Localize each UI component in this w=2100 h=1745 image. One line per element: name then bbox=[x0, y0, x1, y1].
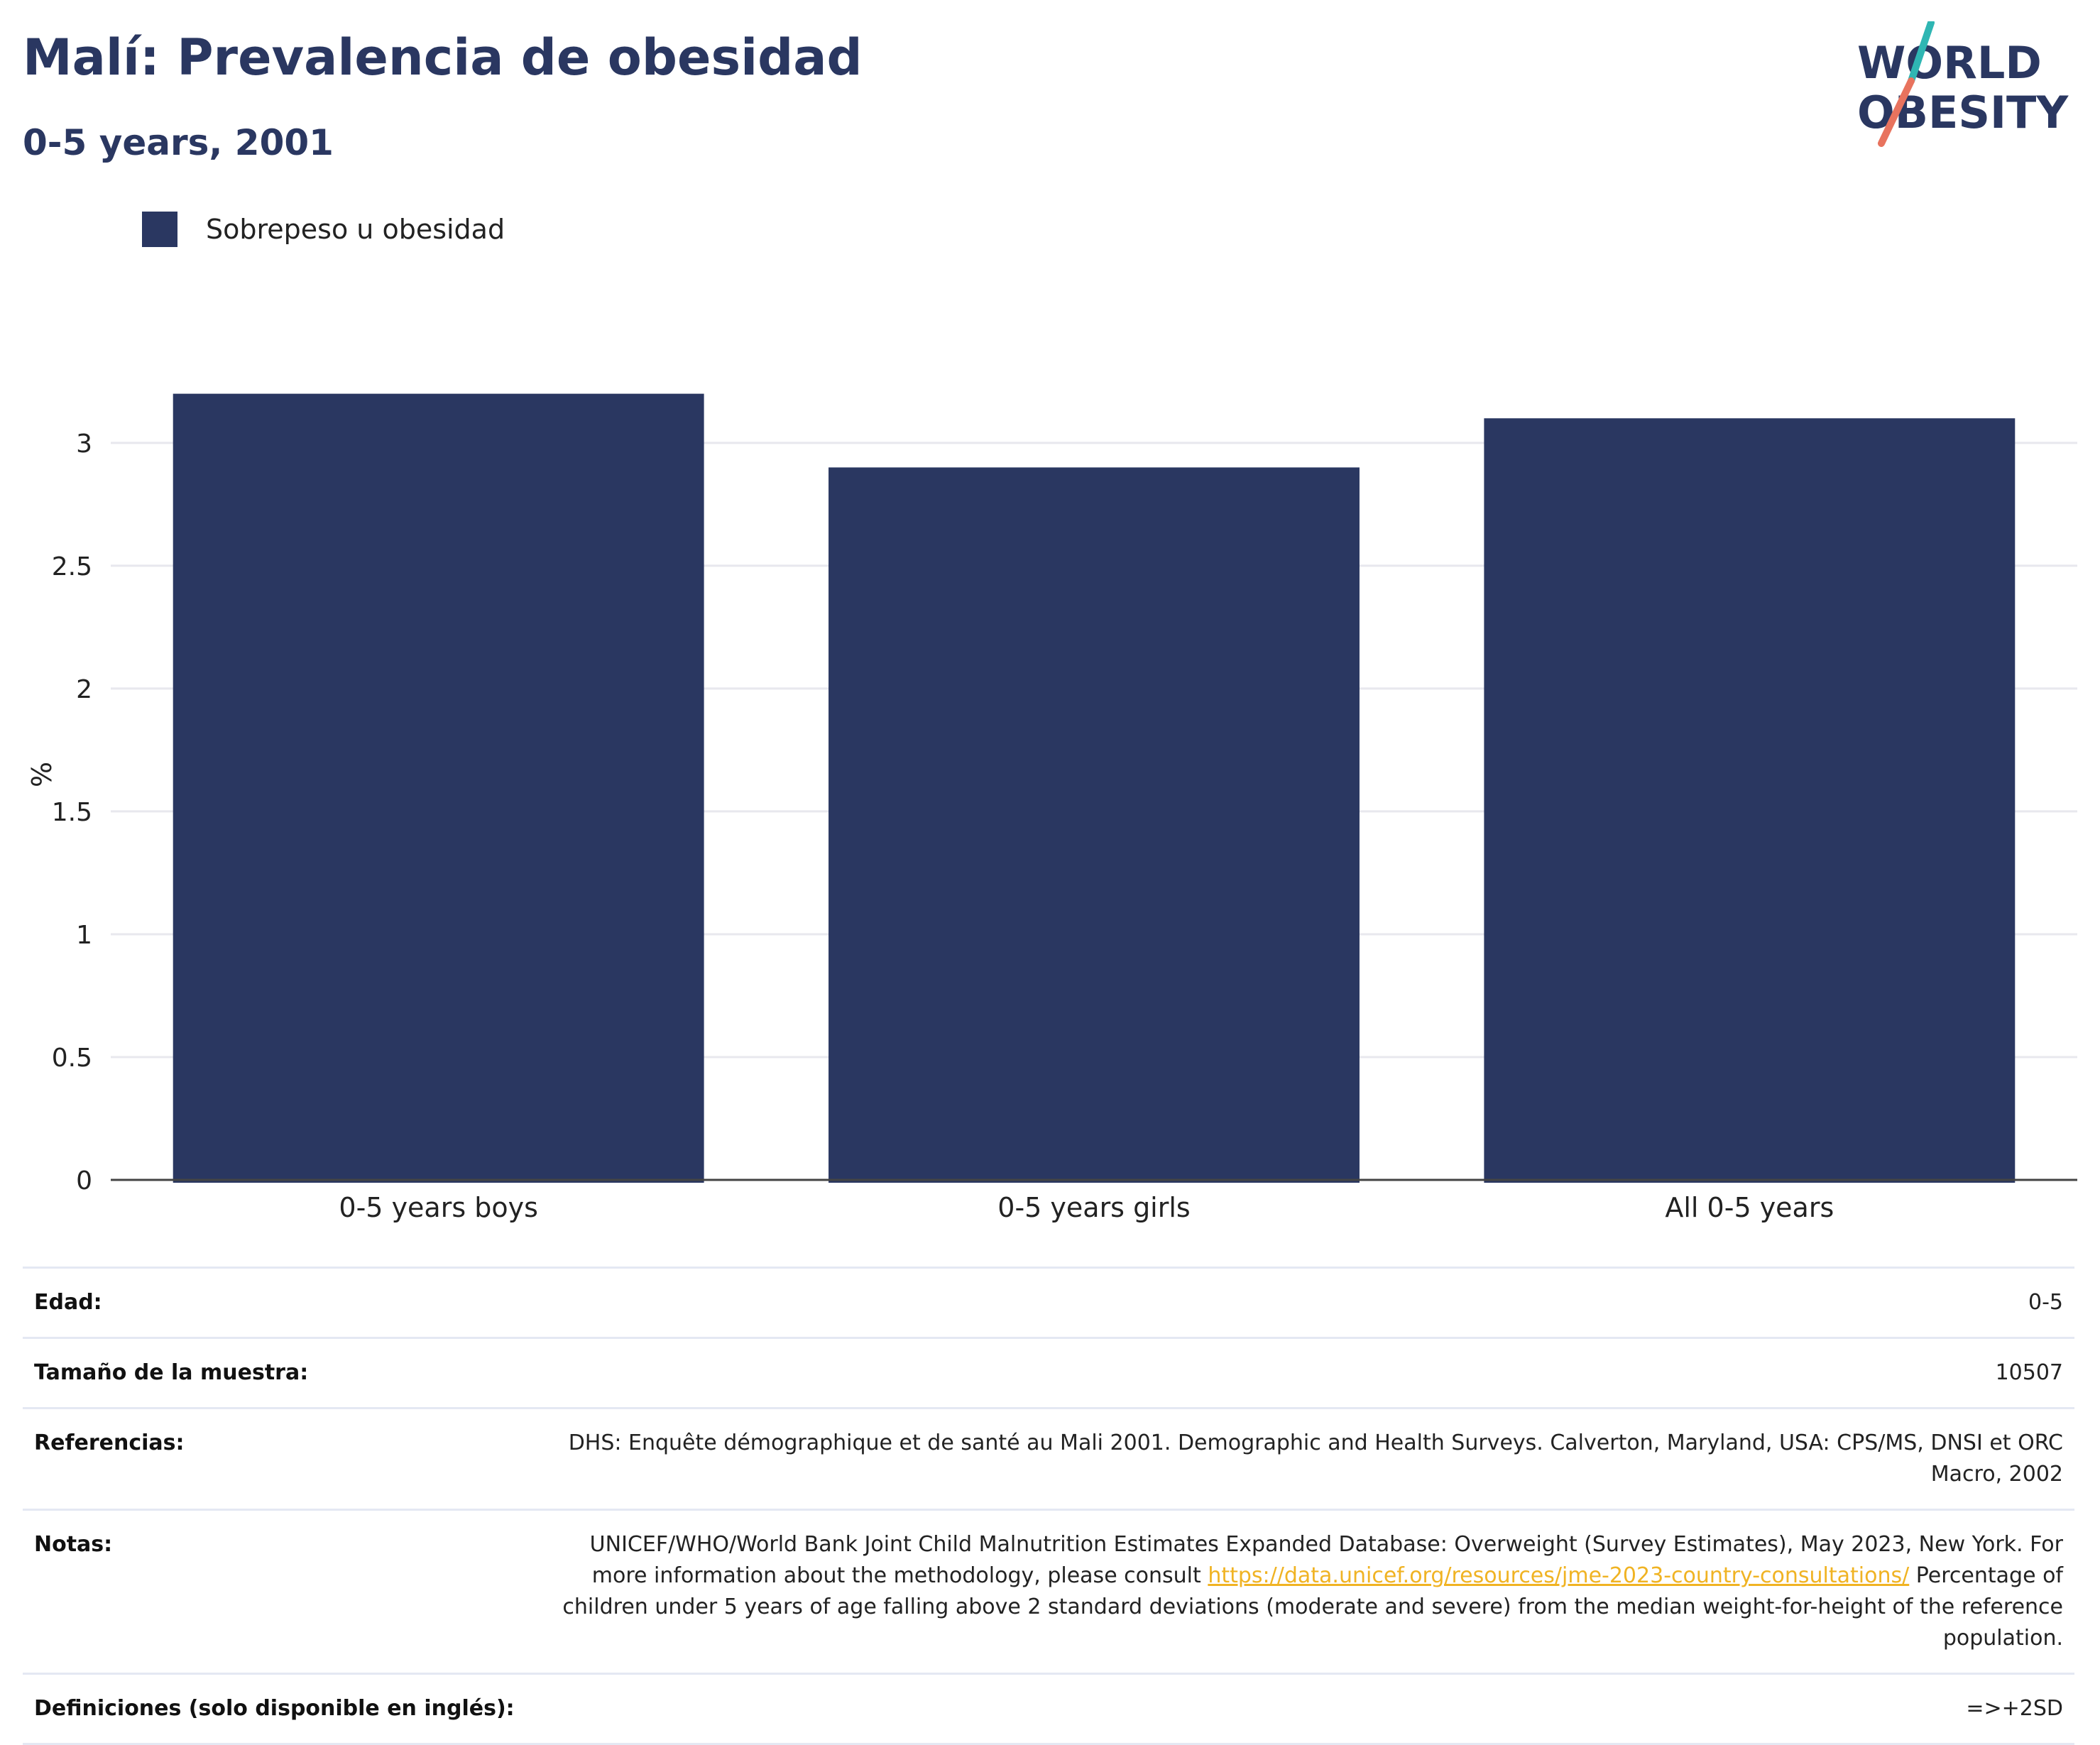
y-tick-label: 2.5 bbox=[52, 552, 92, 581]
info-row-references: Referencias: DHS: Enquête démographique … bbox=[23, 1407, 2074, 1509]
bar-chart: 0 0.5 1 1.5 2 2.5 3% 0-5 years boys 0-5 years gi… bbox=[26, 393, 2077, 1223]
info-row-age: Edad: 0-5 bbox=[23, 1267, 2074, 1337]
info-row-notes: Notas: UNICEF/WHO/World Bank Joint Child… bbox=[23, 1509, 2074, 1673]
legend-swatch bbox=[142, 212, 177, 247]
references-value: DHS: Enquête démographique et de santé a… bbox=[568, 1431, 2063, 1487]
x-tick-label: 0-5 years girls bbox=[997, 1192, 1190, 1223]
logo-slash-teal bbox=[1908, 21, 1935, 84]
y-axis-label: % bbox=[26, 762, 58, 787]
info-row-sample: Tamaño de la muestra: 10507 bbox=[23, 1337, 2074, 1407]
notes-value: UNICEF/WHO/World Bank Joint Child Malnut… bbox=[537, 1529, 2063, 1654]
notes-text-after: Percentage of children under 5 years of … bbox=[562, 1563, 2063, 1651]
bar bbox=[1484, 418, 2016, 1183]
y-tick-label: 1 bbox=[76, 921, 92, 950]
x-tick-label: All 0-5 years bbox=[1665, 1192, 1834, 1223]
y-tick-label: 1.5 bbox=[52, 798, 92, 827]
page-subtitle: 0-5 years, 2001 bbox=[23, 122, 334, 163]
notes-label: Notas: bbox=[34, 1532, 113, 1557]
notes-text-before: UNICEF/WHO/World Bank Joint Child Malnut… bbox=[589, 1532, 2063, 1588]
page-title: Malí: Prevalencia de obesidad bbox=[23, 28, 863, 87]
definitions-label: Definiciones (solo disponible en inglés)… bbox=[34, 1696, 515, 1721]
y-tick-label: 2 bbox=[76, 675, 92, 704]
chart-legend[interactable]: Sobrepeso u obesidad bbox=[142, 212, 505, 247]
age-label: Edad: bbox=[34, 1290, 102, 1315]
info-row-definitions: Definiciones (solo disponible en inglés)… bbox=[23, 1673, 2074, 1745]
y-tick-label: 0.5 bbox=[52, 1044, 92, 1073]
sample-value: 10507 bbox=[1995, 1360, 2063, 1385]
info-table: Edad: 0-5 Tamaño de la muestra: 10507 Re… bbox=[23, 1267, 2074, 1745]
definitions-value: =>+2SD bbox=[1966, 1696, 2063, 1721]
x-tick-label: 0-5 years boys bbox=[339, 1192, 537, 1223]
bar bbox=[173, 393, 704, 1183]
notes-link[interactable]: https://data.unicef.org/resources/jme-20… bbox=[1208, 1563, 1910, 1588]
age-value: 0-5 bbox=[2028, 1290, 2063, 1315]
y-tick-label: 3 bbox=[76, 430, 92, 459]
logo-slash-coral bbox=[1878, 77, 1915, 147]
logo-line1: WORLD bbox=[1857, 37, 2042, 89]
sample-label: Tamaño de la muestra: bbox=[34, 1360, 309, 1385]
legend-label: Sobrepeso u obesidad bbox=[206, 214, 505, 245]
world-obesity-logo: WORLD OBESITY bbox=[1857, 21, 2069, 147]
y-tick-label: 0 bbox=[76, 1166, 92, 1196]
references-label: Referencias: bbox=[34, 1431, 185, 1455]
bar bbox=[828, 467, 1360, 1183]
